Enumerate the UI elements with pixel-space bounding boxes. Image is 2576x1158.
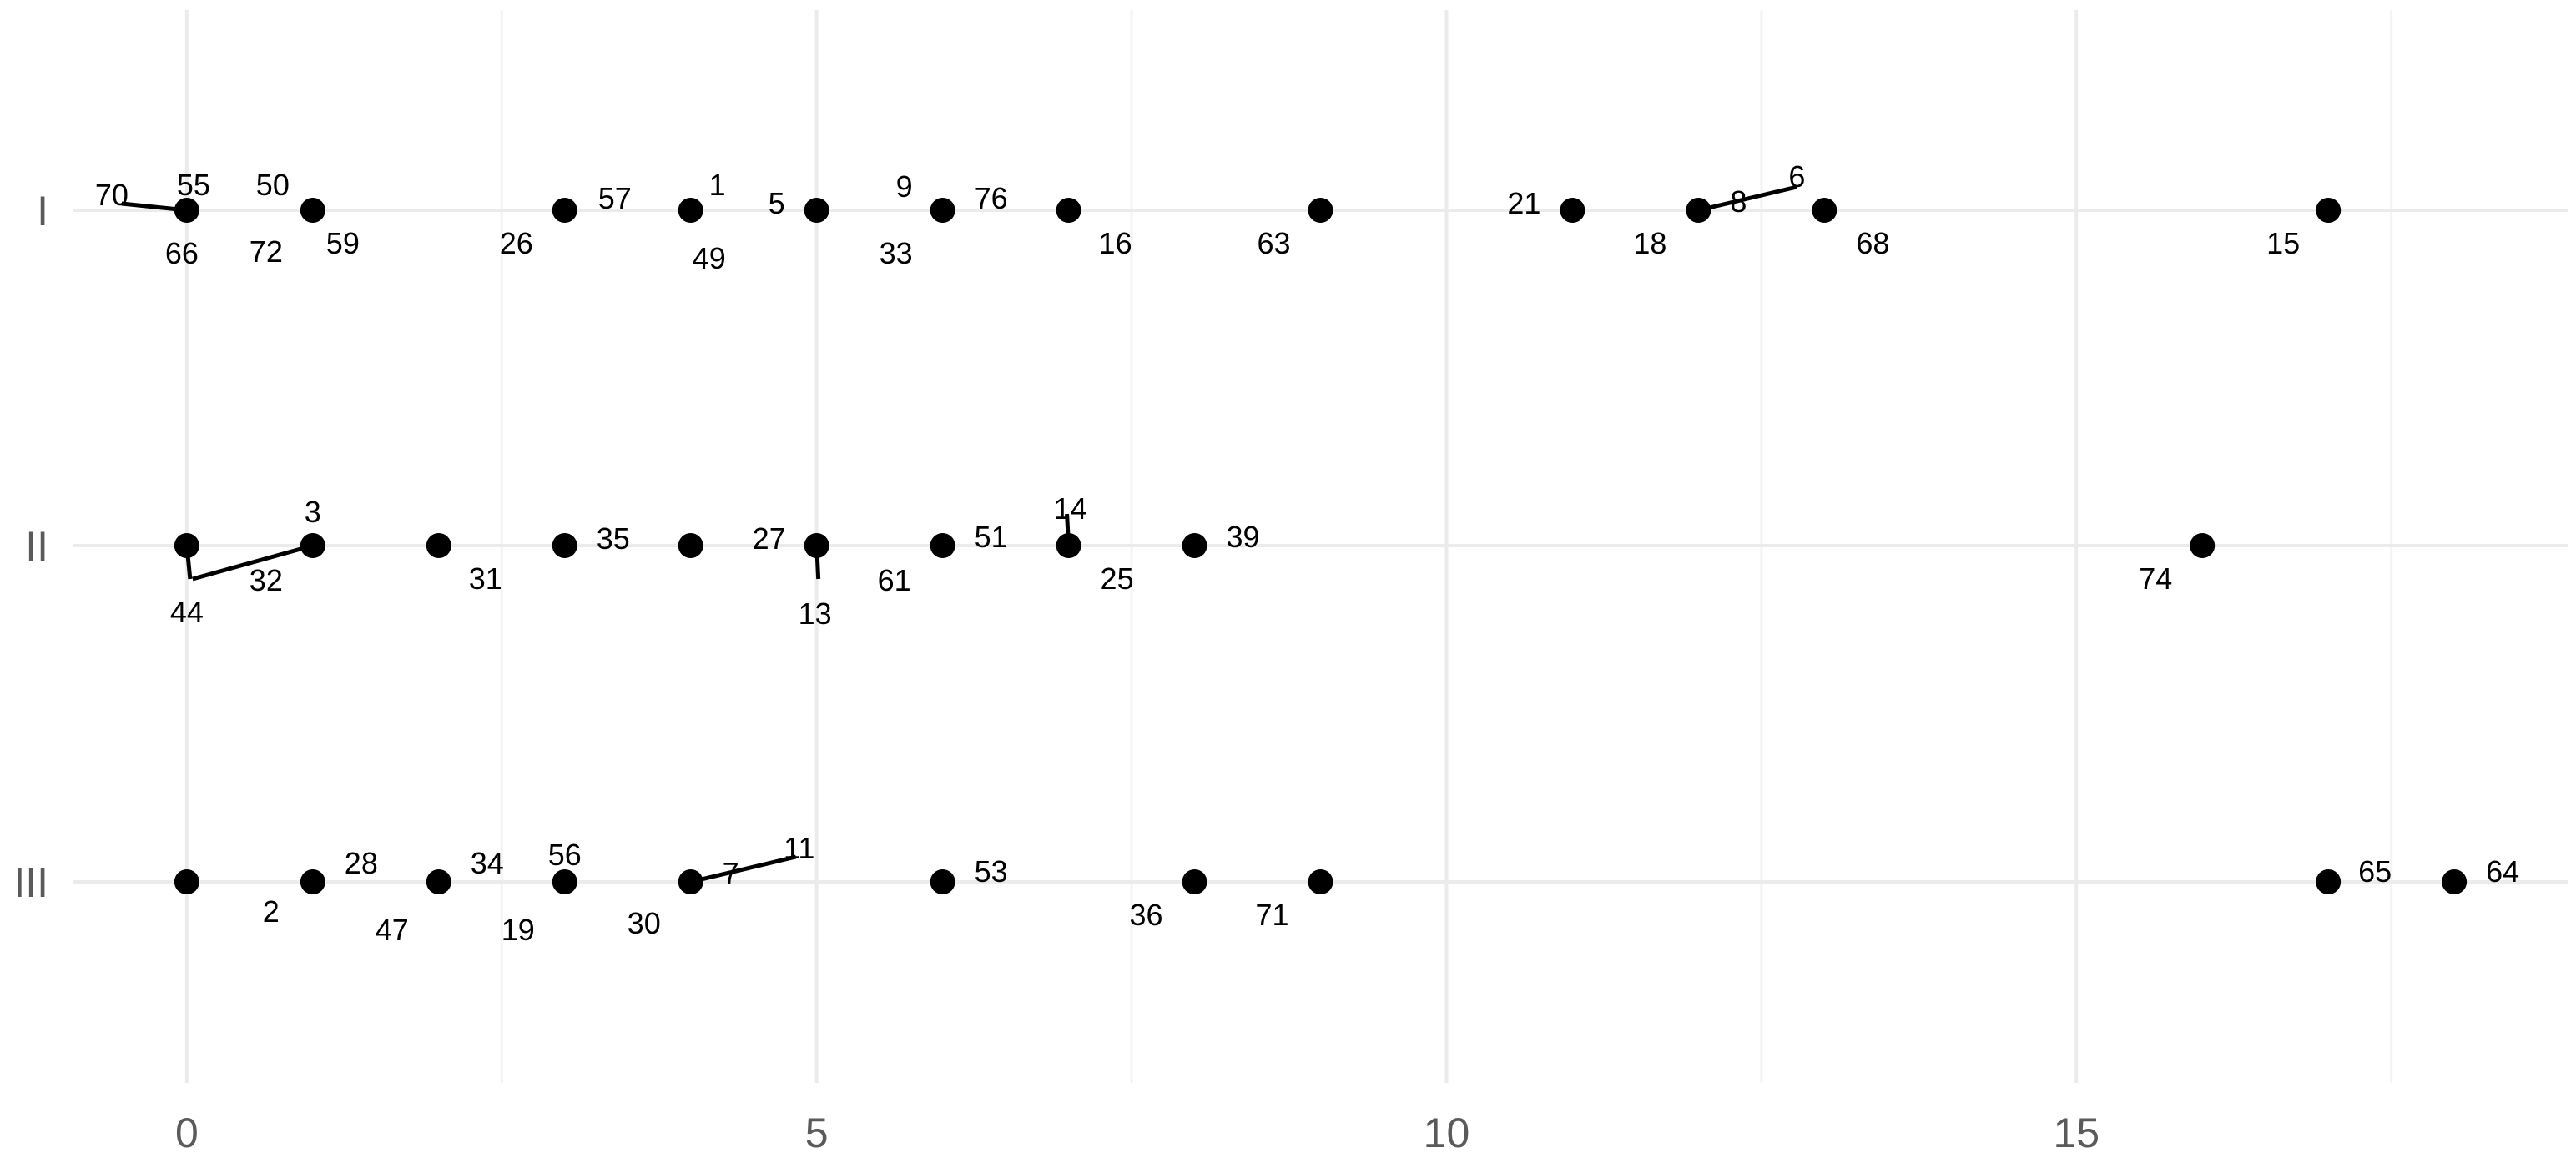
point-label: 1 [709,168,726,202]
data-points [174,198,2468,894]
data-point [300,198,325,223]
data-point [300,533,325,558]
point-label: 55 [177,168,210,202]
point-label: 39 [1227,520,1260,554]
point-label: 35 [597,521,630,556]
point-label: 34 [471,846,504,880]
data-point [1308,869,1333,894]
data-point [678,198,703,223]
data-point [1812,198,1837,223]
point-label: 8 [1730,184,1747,219]
data-point [1182,533,1207,558]
data-point [552,869,577,894]
data-point [426,869,451,894]
point-label: 9 [896,169,913,204]
label-leader-line [690,854,797,884]
x-tick-label: 5 [805,1110,829,1156]
point-label: 76 [975,181,1008,215]
point-label: 2 [263,894,280,929]
point-label: 7 [723,856,739,890]
point-label: 26 [500,226,533,260]
x-tick-label: 15 [2053,1110,2100,1156]
data-point [174,198,199,223]
point-label: 68 [1856,226,1889,260]
data-point [174,869,199,894]
data-point [1308,198,1333,223]
x-axis-ticks: 0 5 10 15 [175,1110,2100,1156]
data-point [1056,198,1081,223]
point-label: 56 [548,838,582,872]
data-point [1056,533,1081,558]
y-tick-label: III [13,859,48,906]
point-label: 57 [598,181,632,215]
data-point [2316,198,2342,223]
data-point [552,533,577,558]
point-label: 65 [2358,854,2392,889]
point-label: 18 [1633,226,1666,260]
label-leader-line [192,543,314,582]
x-tick-label: 10 [1424,1110,1470,1156]
point-label: 11 [784,831,814,865]
data-point [804,198,829,223]
data-point [300,869,325,894]
point-label: 72 [250,234,283,269]
point-label: 59 [326,226,360,260]
point-label: 61 [878,563,911,597]
point-label: 14 [1054,491,1087,526]
point-label: 30 [628,906,661,940]
point-label: 6 [1788,159,1805,194]
data-point [678,533,703,558]
point-label: 74 [2139,561,2172,596]
point-label: 66 [165,236,199,270]
point-label: 27 [753,521,786,556]
data-point [930,533,955,558]
point-label: 36 [1130,898,1163,932]
point-label: 33 [880,236,913,270]
point-label: 25 [1101,561,1134,596]
data-point [1686,198,1711,223]
point-label: 13 [799,597,832,631]
data-point [930,869,955,894]
point-label: 21 [1507,186,1540,220]
point-label: 16 [1099,226,1132,260]
point-label: 31 [469,561,502,596]
x-tick-label: 0 [175,1110,199,1156]
point-label: 3 [305,495,321,529]
data-point [2442,869,2468,894]
data-point [804,533,829,558]
point-label: 63 [1257,226,1290,260]
label-leader-line [1697,184,1797,213]
point-label: 5 [769,186,785,220]
y-tick-label: I [37,188,48,234]
data-point [930,198,955,223]
point-label: 51 [975,520,1008,554]
data-point [2190,533,2216,558]
data-point [678,869,703,894]
point-label: 19 [502,913,535,947]
point-label: 32 [250,563,283,597]
point-label: 44 [170,595,204,629]
data-point [174,533,199,558]
data-point [1560,198,1585,223]
data-point [552,198,577,223]
point-label: 53 [975,854,1008,889]
data-point [1182,869,1207,894]
point-label: 71 [1255,898,1288,932]
point-label: 64 [2486,854,2519,889]
data-point [2316,869,2342,894]
point-label: 47 [376,913,409,947]
point-label: 70 [95,178,129,212]
point-label: 15 [2266,226,2300,260]
y-tick-label: II [25,523,48,570]
point-label: 28 [345,846,378,880]
point-label: 50 [256,168,290,202]
label-leaders [121,184,1797,884]
point-label: 49 [693,241,726,275]
data-point [426,533,451,558]
